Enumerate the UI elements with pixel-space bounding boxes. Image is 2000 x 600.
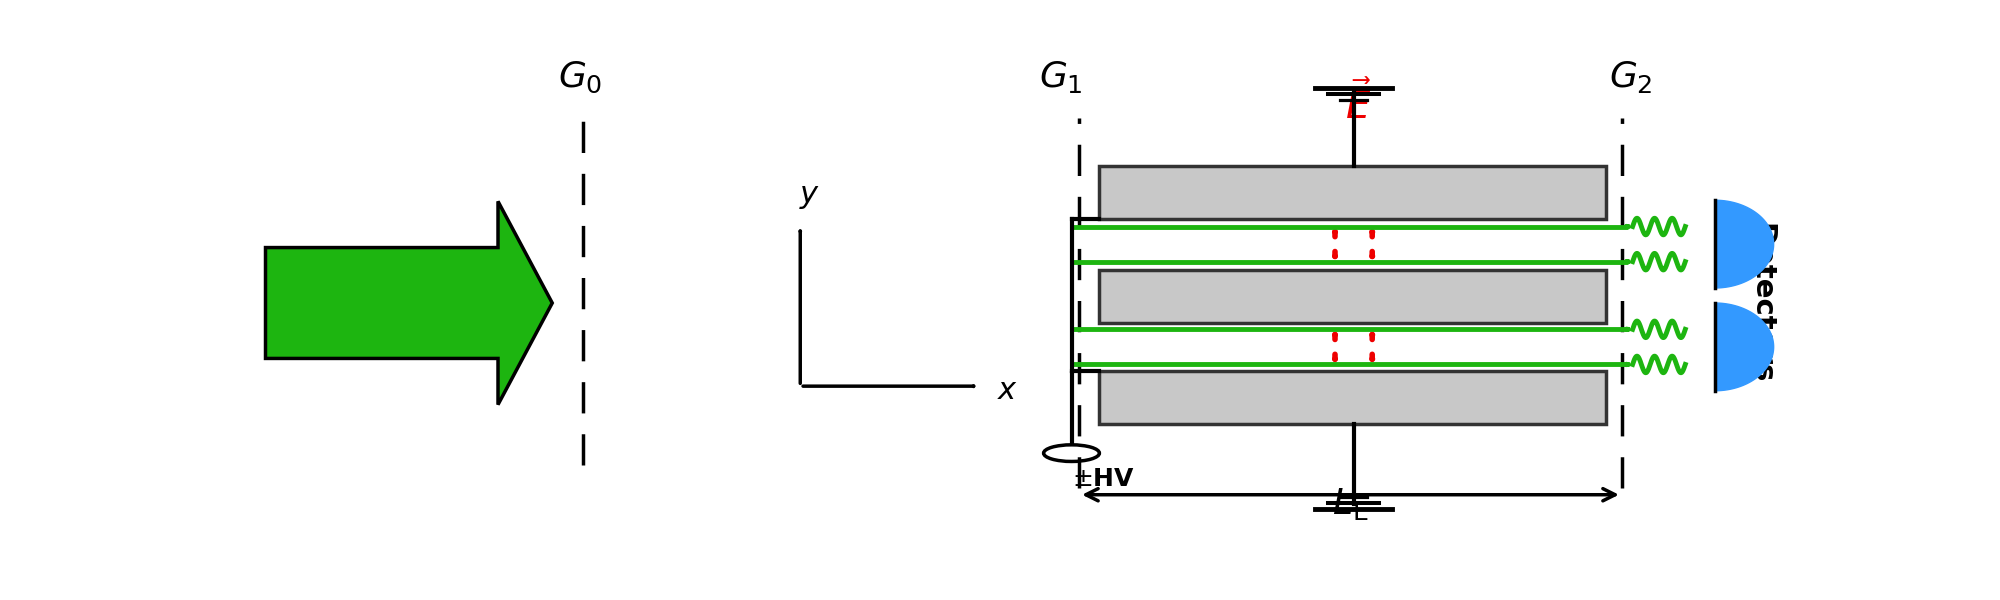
Bar [1100,166,1606,218]
Text: $y$: $y$ [798,179,820,211]
Text: Detectors: Detectors [1748,223,1776,383]
Text: $G_0$: $G_0$ [558,60,602,95]
Polygon shape [266,202,552,404]
Text: $G_2$: $G_2$ [1610,59,1652,95]
Text: $x$: $x$ [998,375,1018,406]
Polygon shape [1714,303,1774,391]
Text: $\pm$HV: $\pm$HV [1072,467,1134,491]
Text: $G_1$: $G_1$ [1038,59,1082,95]
Text: $\vec{E}$: $\vec{E}$ [1346,82,1372,127]
Polygon shape [1714,200,1774,288]
Text: $L_\mathrm{E}$: $L_\mathrm{E}$ [1332,487,1368,523]
Bar [1100,371,1606,424]
Bar [1100,269,1606,323]
